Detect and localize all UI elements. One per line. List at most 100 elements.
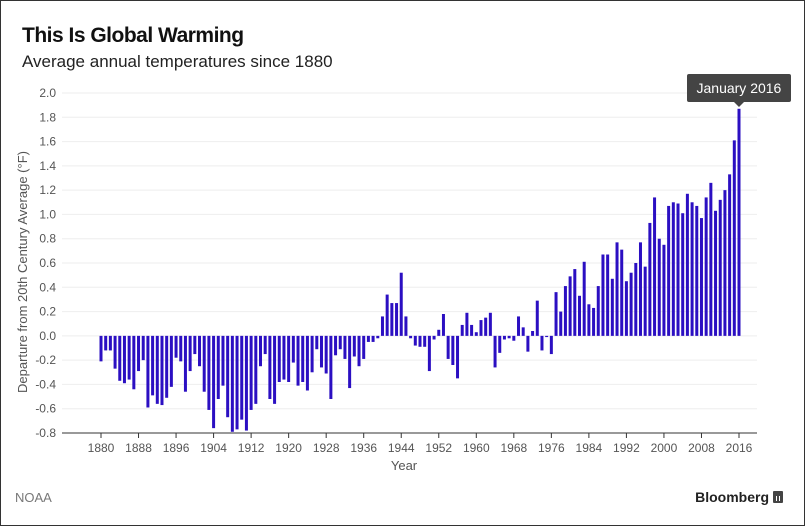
annotation-tooltip: January 2016 [686, 73, 792, 107]
chart-subtitle: Average annual temperatures since 1880 [22, 52, 333, 71]
bar-1966 [502, 335, 506, 340]
y-tick-label: 1.8 [39, 110, 56, 124]
bar-1906 [221, 335, 225, 386]
bar-1913 [254, 335, 258, 404]
bar-2014 [728, 174, 732, 336]
bar-1928 [324, 335, 328, 374]
bar-1976 [549, 335, 553, 355]
bar-2001 [667, 205, 671, 336]
bar-1980 [568, 276, 572, 336]
bar-1907 [226, 335, 230, 418]
bar-1982 [578, 295, 581, 336]
bar-1914 [259, 335, 262, 367]
bar-1992 [624, 281, 628, 336]
bar-1970 [521, 327, 525, 336]
bar-1916 [268, 335, 272, 399]
x-tick-label: 1904 [200, 441, 227, 455]
bar-1965 [498, 335, 502, 353]
y-tick-label: -0.6 [35, 402, 56, 416]
bar-1983 [582, 261, 586, 336]
bar-1958 [465, 312, 469, 336]
bar-1946 [409, 335, 413, 339]
bar-1931 [338, 335, 342, 350]
bar-1957 [460, 324, 464, 336]
bar-1986 [596, 286, 600, 336]
bar-1885 [122, 335, 126, 384]
bar-2011 [714, 210, 718, 336]
bar-2016 [737, 108, 741, 336]
bar-1995 [638, 242, 642, 336]
x-tick-label: 1984 [576, 441, 603, 455]
y-tick-label: 1.4 [39, 159, 56, 173]
y-tick-label: 0.4 [39, 280, 56, 294]
chart-title: This Is Global Warming [22, 24, 244, 47]
bar-2010 [709, 182, 713, 336]
bar-1964 [493, 335, 497, 368]
bar-1904 [212, 335, 216, 429]
x-tick-label: 2000 [651, 441, 678, 455]
bar-1939 [376, 335, 380, 339]
bar-1886 [127, 335, 131, 380]
bar-2009 [704, 197, 708, 336]
x-tick-label: 1952 [425, 441, 452, 455]
bar-1898 [183, 335, 187, 392]
bar-1956 [456, 335, 460, 379]
bar-1985 [592, 307, 596, 336]
bar-1974 [540, 335, 544, 351]
bar-1941 [385, 294, 389, 336]
y-axis-label: Departure from 20th Century Average (°F) [15, 151, 30, 393]
bar-2002 [671, 202, 675, 336]
bar-1922 [296, 335, 300, 386]
source-label: NOAA [15, 490, 52, 505]
bar-1968 [512, 335, 516, 341]
bar-1953 [441, 314, 445, 336]
bar-1937 [366, 335, 370, 342]
y-tick-label: 2.0 [39, 86, 56, 100]
bar-1880 [99, 335, 103, 362]
bar-1888 [137, 335, 141, 372]
bar-1924 [305, 335, 309, 391]
bar-1908 [230, 335, 234, 432]
x-tick-label: 1936 [350, 441, 377, 455]
bar-1962 [484, 317, 488, 336]
bar-1938 [371, 335, 375, 342]
bar-2013 [723, 190, 727, 336]
bar-1969 [517, 316, 521, 336]
bar-1900 [193, 335, 197, 355]
x-tick-label: 2008 [688, 441, 715, 455]
bar-1971 [526, 335, 530, 352]
bar-1984 [587, 304, 591, 336]
bar-1997 [648, 222, 652, 336]
bar-1960 [474, 332, 478, 336]
x-tick-label: 1880 [88, 441, 115, 455]
bar-1949 [423, 335, 427, 347]
bar-1943 [395, 303, 399, 336]
bar-2015 [732, 140, 736, 336]
bar-1990 [615, 242, 619, 336]
bar-1911 [244, 335, 248, 431]
x-tick-label: 1928 [313, 441, 340, 455]
bar-1920 [287, 335, 291, 382]
bar-2007 [695, 205, 699, 336]
bar-1963 [488, 312, 492, 336]
bar-2006 [690, 202, 694, 336]
bar-1919 [282, 335, 286, 380]
bar-1895 [169, 335, 173, 387]
bar-1927 [319, 335, 323, 368]
y-tick-label: 1.0 [39, 207, 56, 221]
x-tick-label: 1944 [388, 441, 415, 455]
y-tick-label: 0.8 [39, 232, 56, 246]
bar-1979 [563, 286, 567, 336]
bar-1896 [174, 335, 178, 358]
bar-1988 [606, 254, 610, 336]
bar-1921 [291, 335, 295, 363]
bar-1915 [263, 335, 267, 355]
x-tick-label: 1992 [613, 441, 640, 455]
bar-1887 [132, 335, 136, 390]
bar-1991 [620, 249, 624, 336]
bar-1899 [188, 335, 192, 372]
bar-1942 [390, 303, 394, 336]
x-axis-label: Year [391, 458, 418, 473]
bar-1901 [198, 335, 202, 367]
bar-1977 [554, 292, 558, 336]
